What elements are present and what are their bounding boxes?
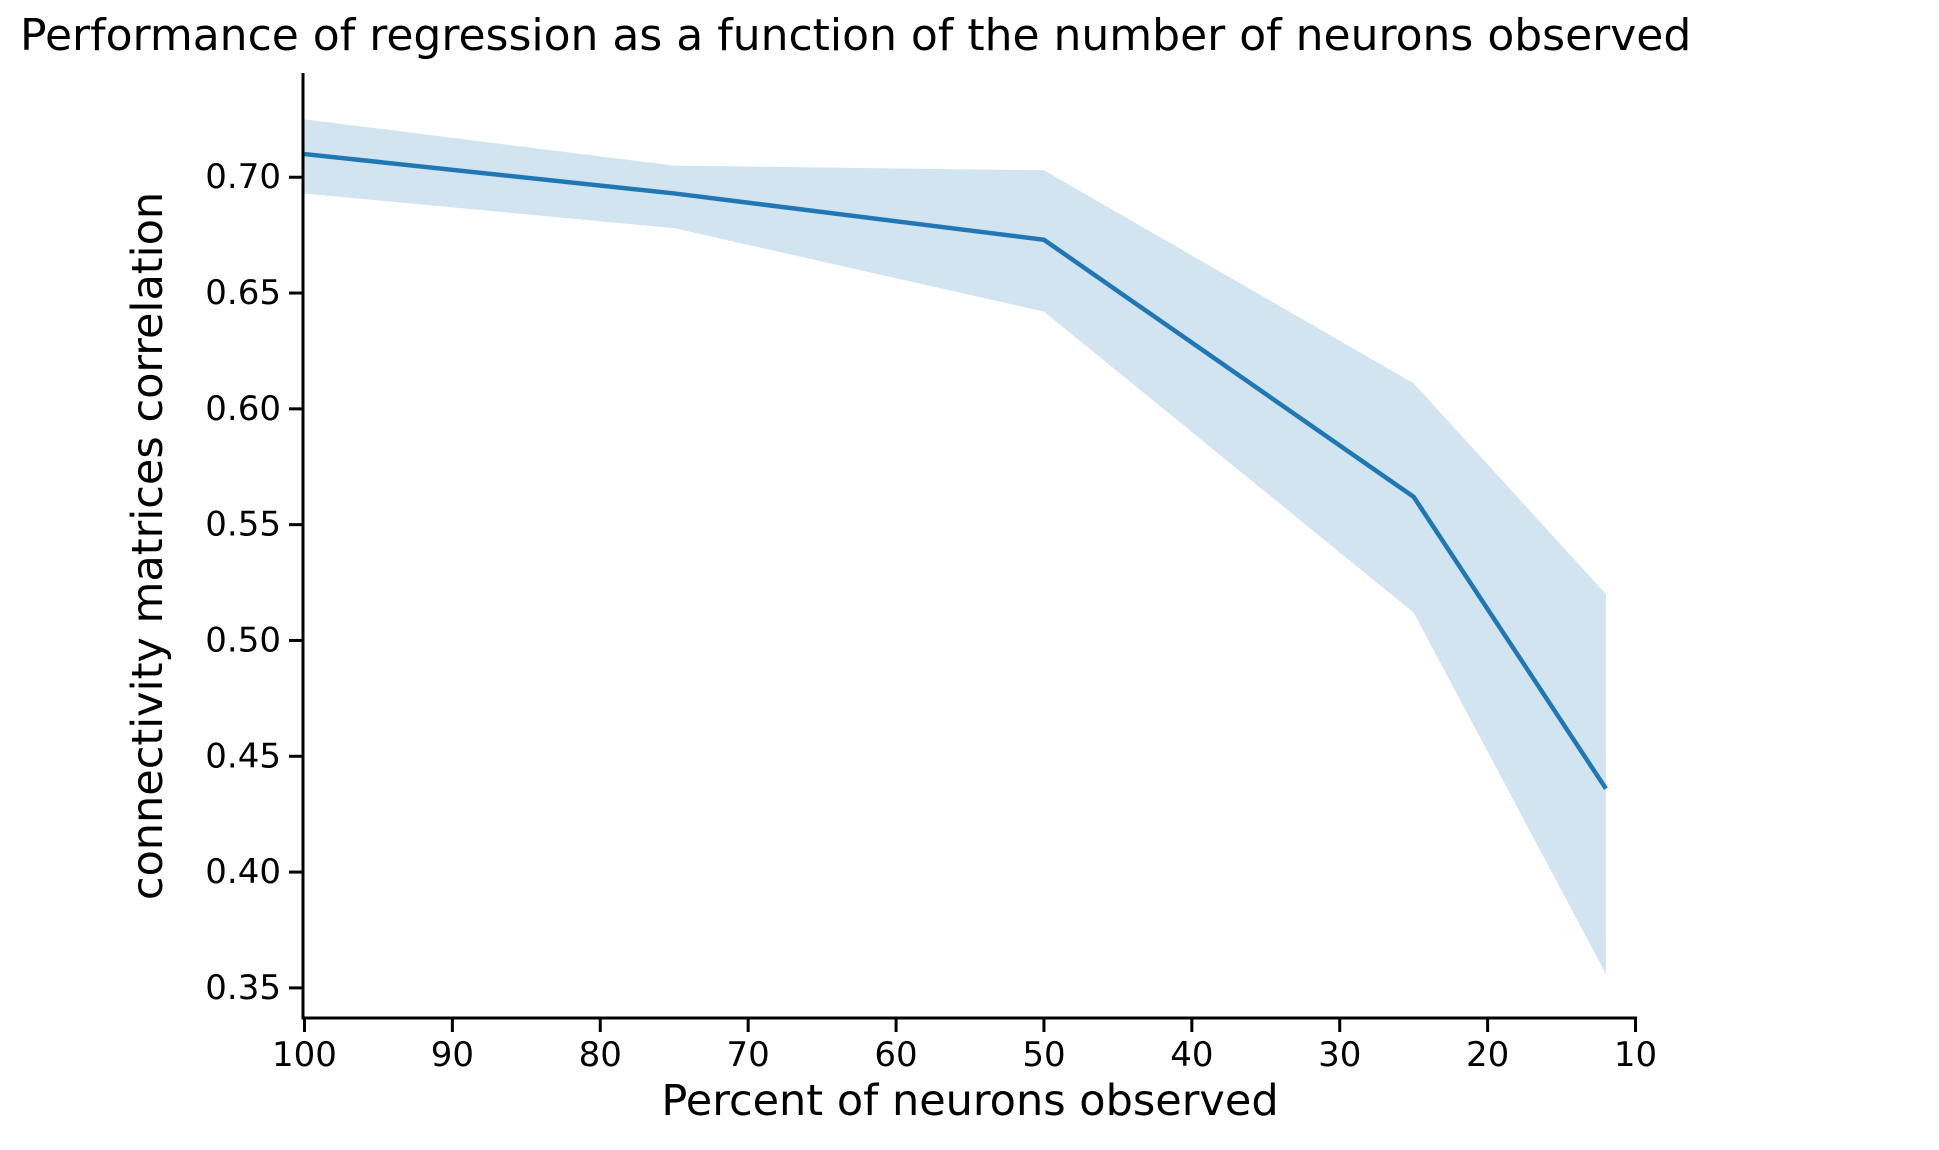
confidence-band xyxy=(304,119,1606,974)
x-tick-label: 70 xyxy=(727,1035,770,1075)
chart-title: Performance of regression as a function … xyxy=(20,10,1692,61)
y-tick-label: 0.35 xyxy=(205,968,281,1008)
y-tick-label: 0.45 xyxy=(205,736,281,776)
y-tick-label: 0.70 xyxy=(205,157,281,197)
x-tick-label: 10 xyxy=(1614,1035,1657,1075)
x-axis-label: Percent of neurons observed xyxy=(661,1076,1279,1126)
x-tick-label: 80 xyxy=(579,1035,622,1075)
x-tick-label: 50 xyxy=(1022,1035,1065,1075)
x-tick-label: 90 xyxy=(431,1035,474,1075)
x-tick-label: 30 xyxy=(1318,1035,1361,1075)
y-tick-label: 0.55 xyxy=(205,505,281,545)
y-axis-label: connectivity matrices correlation xyxy=(123,191,173,901)
y-tick-label: 0.65 xyxy=(205,273,281,313)
x-tick-label: 20 xyxy=(1466,1035,1509,1075)
x-tick-label: 100 xyxy=(272,1035,337,1075)
x-tick-label: 60 xyxy=(874,1035,917,1075)
y-tick-label: 0.50 xyxy=(205,620,281,660)
mean-line xyxy=(304,151,1608,790)
x-tick-label: 40 xyxy=(1170,1035,1213,1075)
y-tick-label: 0.60 xyxy=(205,389,281,429)
y-tick-label: 0.40 xyxy=(205,852,281,892)
